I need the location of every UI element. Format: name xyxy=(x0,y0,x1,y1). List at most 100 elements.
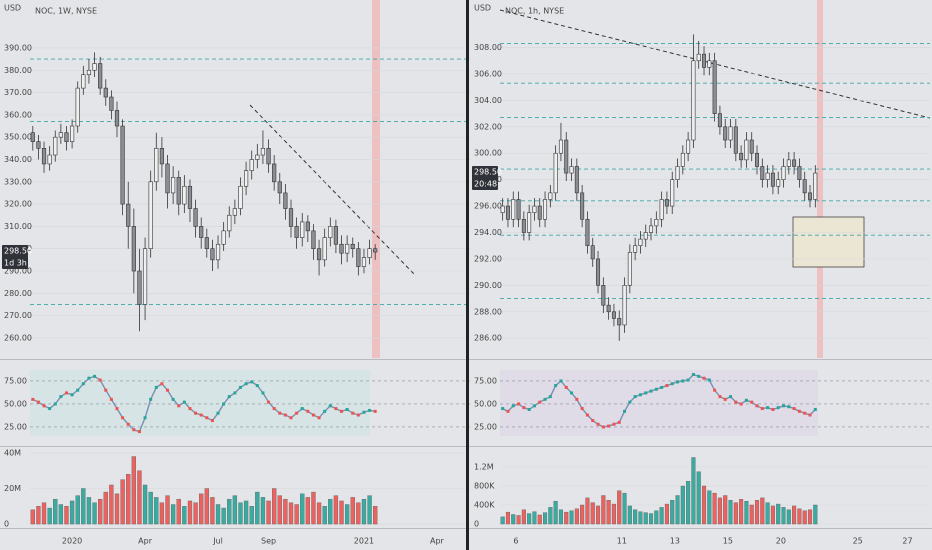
candle-body xyxy=(770,172,775,187)
volume-bar xyxy=(255,491,260,525)
y-tick-label: 350.00 xyxy=(4,133,32,142)
oscillator-dot xyxy=(199,413,203,417)
volume-bar xyxy=(64,506,69,525)
oscillator-dot xyxy=(70,393,74,397)
oscillator-dot xyxy=(766,406,770,410)
volume-bar xyxy=(807,509,813,525)
candle-body xyxy=(776,179,781,187)
volume-bar xyxy=(712,492,717,525)
y-tick-label: 1.2M xyxy=(474,463,494,472)
volume-bar xyxy=(238,502,243,525)
volume-bar xyxy=(333,495,339,525)
oscillator-dot xyxy=(591,419,595,423)
candle-body xyxy=(142,248,148,305)
y-tick-label: 340.00 xyxy=(4,155,32,164)
candle-body xyxy=(797,166,802,180)
volume-bar xyxy=(553,501,558,525)
volume-bar xyxy=(114,493,120,525)
volume-bar xyxy=(813,504,818,525)
candle-body xyxy=(249,159,254,171)
x-tick-label: 15 xyxy=(723,537,733,546)
oscillator-dot xyxy=(81,382,85,386)
candle-body xyxy=(569,166,574,174)
volume-bar xyxy=(574,508,579,525)
oscillator-dot xyxy=(222,402,226,406)
candle-body xyxy=(596,258,601,286)
volume-bar xyxy=(521,509,526,525)
candle-body xyxy=(255,154,260,160)
volume-bar xyxy=(81,488,86,525)
oscillator-dot xyxy=(373,409,377,413)
volume-bar xyxy=(373,506,378,525)
candle-body xyxy=(53,136,58,156)
oscillator-dot xyxy=(244,382,248,386)
volume-bar xyxy=(786,509,791,525)
y-tick-label: 292.00 xyxy=(474,254,502,263)
volume-bar xyxy=(532,511,537,525)
candle-body xyxy=(345,243,350,254)
y-tick-label: 360.00 xyxy=(4,110,32,119)
oscillator-dot xyxy=(210,419,214,423)
volume-bar xyxy=(243,500,249,525)
volume-bar xyxy=(601,495,606,525)
candle-body xyxy=(294,226,299,238)
candle-body xyxy=(210,248,215,261)
x-tick-label: Apr xyxy=(138,537,153,546)
candle-body xyxy=(765,172,770,180)
candle-body xyxy=(558,139,563,154)
candle-body xyxy=(367,248,372,258)
oscillator-dot xyxy=(205,416,209,420)
candle-body xyxy=(601,285,606,306)
y-tick-label: 0 xyxy=(474,520,479,529)
candle-body xyxy=(606,304,611,313)
oscillator-dot xyxy=(644,391,648,395)
candle-body xyxy=(813,172,818,200)
oscillator-dot xyxy=(755,404,759,408)
candle-body xyxy=(114,110,120,127)
volume-bar xyxy=(611,503,616,525)
volume-bar xyxy=(199,493,204,525)
volume-bar xyxy=(53,498,58,525)
oscillator-dot xyxy=(813,407,817,411)
oscillator-dot xyxy=(137,430,141,434)
oscillator-dot xyxy=(289,416,293,420)
oscillator-dot xyxy=(300,407,304,411)
candle-body xyxy=(266,148,271,165)
candle-body xyxy=(505,205,510,220)
volume-bar xyxy=(670,500,675,525)
volume-bar xyxy=(120,479,125,525)
oscillator-dot xyxy=(548,395,552,399)
oscillator-dot xyxy=(182,400,186,404)
unit-label: USD xyxy=(4,4,21,13)
candle-body xyxy=(350,243,355,250)
candle-body xyxy=(232,208,237,216)
candle-body xyxy=(537,205,542,220)
volume-bar xyxy=(558,509,563,525)
oscillator-zone xyxy=(500,370,818,436)
chart-title: NOC, 1h, NYSE xyxy=(505,7,564,16)
volume-bar xyxy=(739,499,744,525)
candle-body xyxy=(755,152,760,167)
candle-body xyxy=(622,285,627,326)
range-box xyxy=(792,216,865,268)
volume-bar xyxy=(754,500,760,525)
y-tick-label: 306.00 xyxy=(474,69,502,78)
volume-bar xyxy=(266,500,271,525)
volume-bar xyxy=(781,507,786,525)
candle-body xyxy=(717,113,722,128)
oscillator-dot xyxy=(808,413,812,417)
oscillator-dot xyxy=(283,413,287,417)
volume-bar xyxy=(680,485,685,525)
candle-body xyxy=(182,185,187,205)
y-tick-label: 280.00 xyxy=(4,289,32,298)
volume-bar xyxy=(260,497,266,525)
volume-bar xyxy=(770,505,775,525)
y-tick-label: 300.00 xyxy=(474,149,502,158)
oscillator-dot xyxy=(166,388,170,392)
volume-bar xyxy=(659,507,664,525)
oscillator-dot xyxy=(771,407,775,411)
candle-body xyxy=(187,185,193,209)
volume-bar xyxy=(300,493,305,525)
volume-bar xyxy=(744,501,749,525)
trend-line xyxy=(249,104,416,276)
